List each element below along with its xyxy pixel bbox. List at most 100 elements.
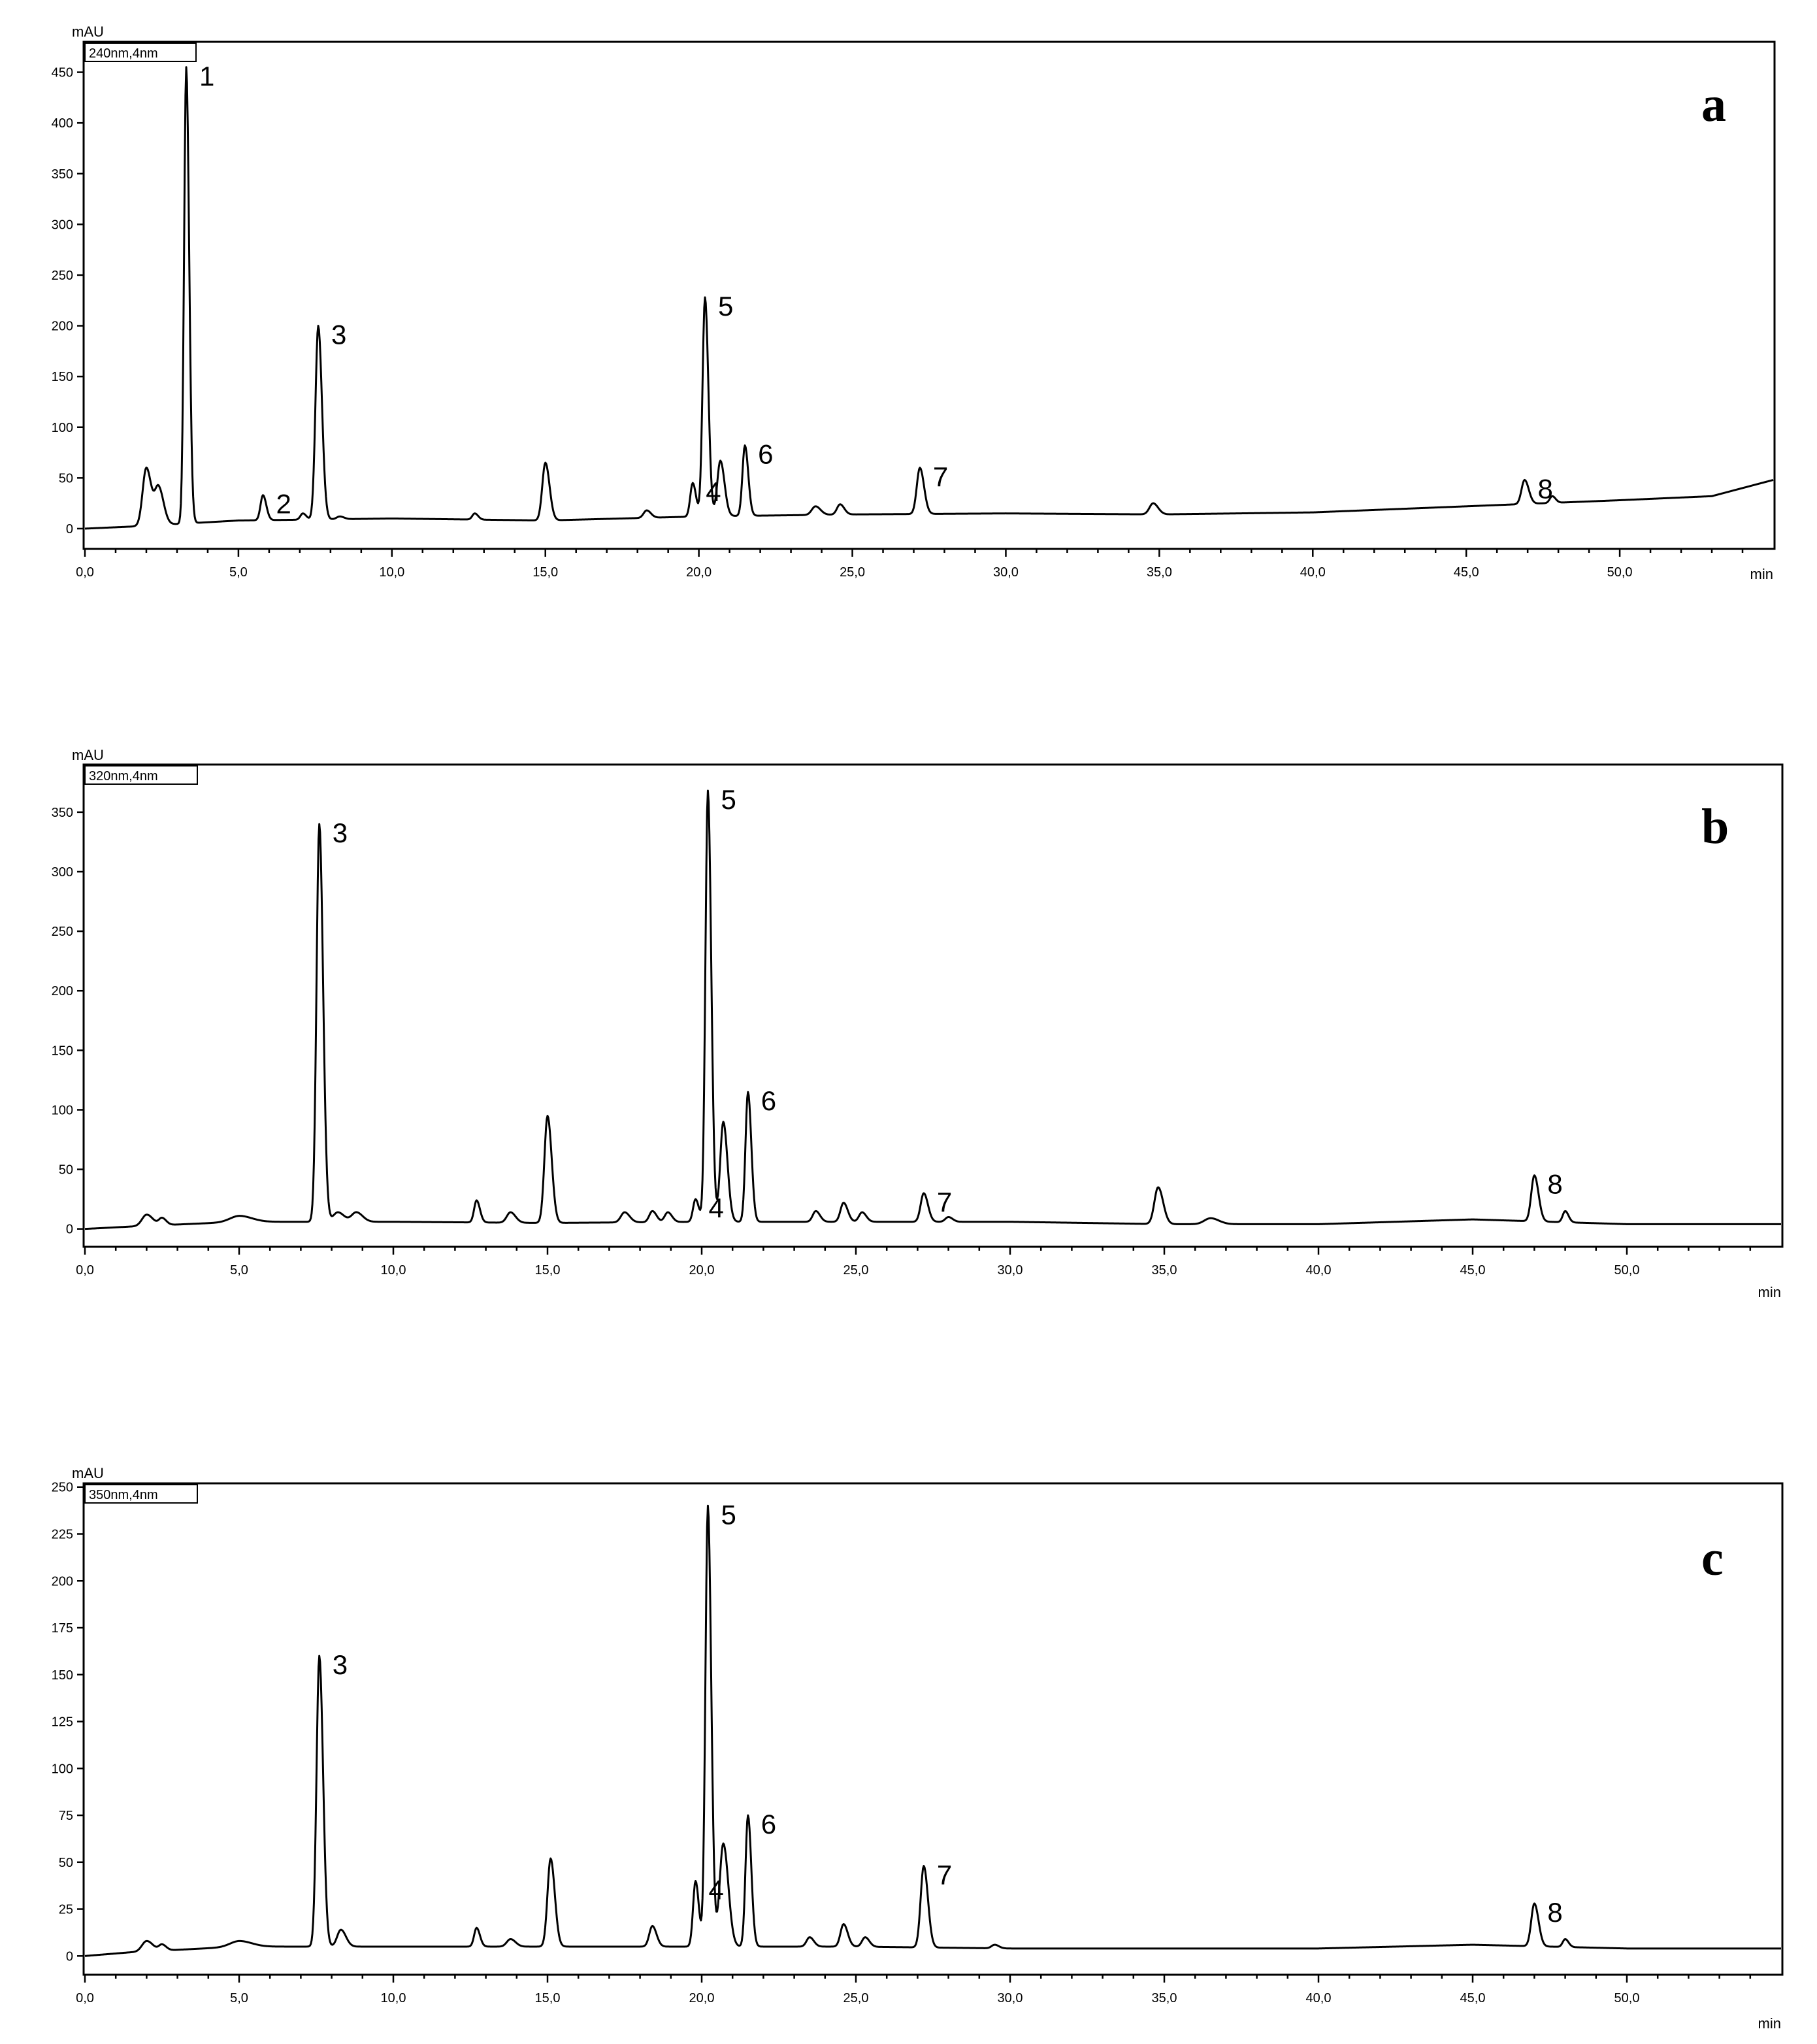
x-tick-label: 30,0 xyxy=(998,1991,1023,2005)
x-tick-label: 30,0 xyxy=(993,565,1019,580)
y-tick-label: 125 xyxy=(52,1715,73,1730)
peak-label-3: 3 xyxy=(333,1649,348,1680)
x-tick-label: 0,0 xyxy=(76,1263,94,1278)
peak-label-8: 8 xyxy=(1547,1897,1562,1928)
x-tick-label: 40,0 xyxy=(1306,1263,1332,1278)
channel-label: 240nm,4nm xyxy=(89,46,158,61)
x-tick-label: 10,0 xyxy=(381,1991,406,2005)
y-tick-label: 300 xyxy=(52,865,73,880)
x-tick-label: 50,0 xyxy=(1607,565,1633,580)
x-tick-label: 50,0 xyxy=(1614,1991,1640,2005)
y-tick-label: 25 xyxy=(59,1903,73,1917)
y-tick-label: 150 xyxy=(52,1668,73,1683)
y-tick-label: 200 xyxy=(52,984,73,998)
peak-label-7: 7 xyxy=(937,1860,952,1890)
y-unit-label: mAU xyxy=(72,24,104,40)
panel-letter: a xyxy=(1701,77,1726,132)
peak-label-5: 5 xyxy=(721,1499,736,1530)
peak-label-5: 5 xyxy=(718,291,733,321)
y-tick-label: 175 xyxy=(52,1621,73,1636)
x-tick-label: 35,0 xyxy=(1152,1263,1177,1278)
y-tick-label: 250 xyxy=(52,269,73,283)
peak-label-8: 8 xyxy=(1547,1169,1562,1200)
peak-label-7: 7 xyxy=(937,1187,952,1217)
y-tick-label: 100 xyxy=(52,421,73,435)
y-tick-label: 150 xyxy=(52,370,73,384)
y-tick-label: 100 xyxy=(52,1103,73,1117)
y-tick-label: 75 xyxy=(59,1809,73,1823)
x-tick-label: 25,0 xyxy=(843,1263,869,1278)
x-tick-label: 25,0 xyxy=(843,1991,869,2005)
y-tick-label: 0 xyxy=(66,1223,73,1237)
x-tick-label: 45,0 xyxy=(1454,565,1479,580)
x-tick-label: 0,0 xyxy=(76,565,94,580)
peak-label-6: 6 xyxy=(761,1809,776,1839)
x-tick-label: 40,0 xyxy=(1300,565,1326,580)
x-tick-label: 45,0 xyxy=(1460,1263,1486,1278)
channel-label: 320nm,4nm xyxy=(89,769,158,783)
y-tick-label: 100 xyxy=(52,1762,73,1776)
x-tick-label: 25,0 xyxy=(840,565,865,580)
peak-label-6: 6 xyxy=(758,439,773,470)
x-tick-label: 5,0 xyxy=(230,1263,248,1278)
y-tick-label: 0 xyxy=(66,522,73,536)
x-axis: 0,0 5,0 10,0 15,0 20,0 25,0 30,0 35,0 40,0 45,0 50… xyxy=(76,1247,1752,1278)
x-tick-label: 15,0 xyxy=(535,1991,561,2005)
y-axis: 0 50 100 150 200 250 300 350 400 450 xyxy=(52,66,84,536)
panel-letter: b xyxy=(1701,799,1729,854)
x-tick-label: 0,0 xyxy=(76,1991,94,2005)
peak-label-5: 5 xyxy=(721,784,736,815)
x-tick-label: 5,0 xyxy=(229,565,248,580)
y-tick-label: 300 xyxy=(52,218,73,232)
y-tick-label: 200 xyxy=(52,1574,73,1589)
x-tick-label: 45,0 xyxy=(1460,1991,1486,2005)
x-tick-label: 10,0 xyxy=(379,565,404,580)
x-tick-label: 5,0 xyxy=(230,1991,248,2005)
x-tick-label: 20,0 xyxy=(689,1991,715,2005)
y-tick-label: 200 xyxy=(52,320,73,334)
y-tick-label: 350 xyxy=(52,167,73,182)
y-tick-label: 225 xyxy=(52,1527,73,1541)
x-tick-label: 30,0 xyxy=(998,1263,1023,1278)
chromatogram-trace xyxy=(84,1504,1782,1957)
y-tick-label: 50 xyxy=(59,1163,73,1178)
y-axis: 0 25 50 75 100 125 150 175 200 225 250 xyxy=(52,1481,84,1964)
peak-label-1: 1 xyxy=(199,61,214,91)
x-tick-label: 35,0 xyxy=(1152,1991,1177,2005)
peak-label-4: 4 xyxy=(706,476,721,507)
chromatogram-trace xyxy=(84,789,1782,1230)
peak-label-3: 3 xyxy=(331,320,346,350)
x-unit-label: min xyxy=(1758,2015,1781,2032)
x-unit-label: min xyxy=(1750,566,1773,582)
x-tick-label: 15,0 xyxy=(532,565,558,580)
y-tick-label: 350 xyxy=(52,806,73,820)
plot-frame xyxy=(82,763,1784,1248)
x-tick-label: 15,0 xyxy=(535,1263,561,1278)
panel-letter: c xyxy=(1701,1531,1724,1586)
y-tick-label: 0 xyxy=(66,1949,73,1964)
chromatogram-trace xyxy=(84,66,1774,530)
peak-label-8: 8 xyxy=(1537,473,1552,504)
y-tick-label: 400 xyxy=(52,116,73,131)
panel-b: 0 50 100 150 200 250 300 350 0,0 5,0 10,0 15,0 20,0… xyxy=(52,747,1784,1300)
peak-label-4: 4 xyxy=(709,1874,724,1905)
channel-box xyxy=(84,765,198,785)
x-tick-label: 40,0 xyxy=(1306,1991,1332,2005)
x-axis: 0,0 5,0 10,0 15,0 20,0 25,0 30,0 35,0 40,0 45,0 50… xyxy=(76,1975,1752,2005)
peak-label-4: 4 xyxy=(709,1193,724,1223)
y-tick-label: 250 xyxy=(52,925,73,939)
x-tick-label: 20,0 xyxy=(686,565,712,580)
y-axis: 0 50 100 150 200 250 300 350 xyxy=(52,806,84,1237)
x-tick-label: 50,0 xyxy=(1614,1263,1640,1278)
peak-labels: 3 4 5 6 7 8 xyxy=(333,784,1563,1223)
plot-frame xyxy=(82,41,1776,550)
channel-box xyxy=(84,1484,198,1504)
peak-label-7: 7 xyxy=(933,461,948,492)
y-tick-label: 450 xyxy=(52,66,73,80)
x-axis: 0,0 5,0 10,0 15,0 20,0 25,0 30,0 35,0 40,0 45,0 50… xyxy=(76,549,1744,580)
y-tick-label: 50 xyxy=(59,471,73,486)
channel-box xyxy=(84,42,197,62)
